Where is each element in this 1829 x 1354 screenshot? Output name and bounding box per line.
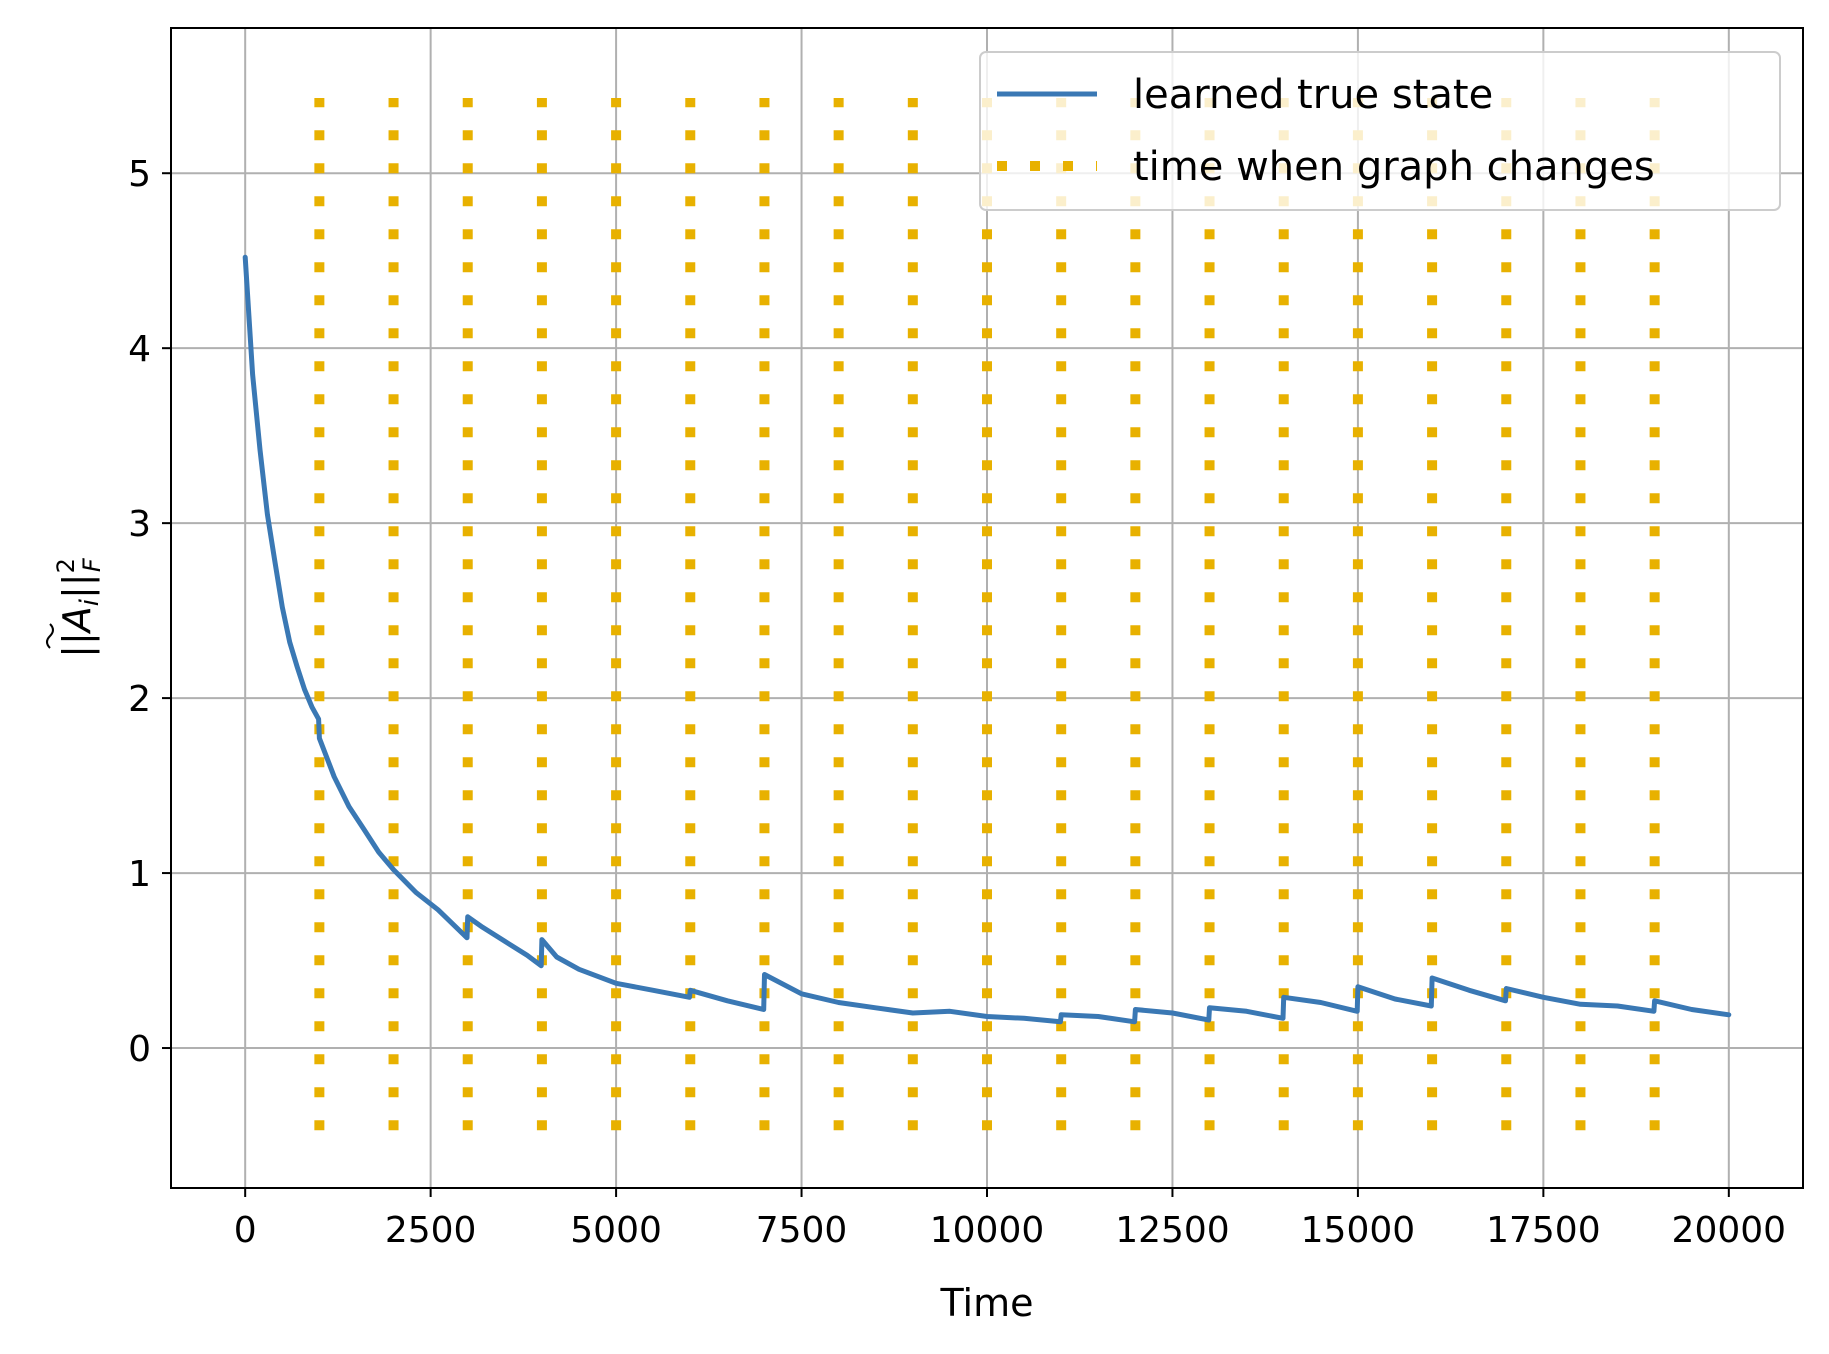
x-tick-label: 15000 — [1301, 1210, 1416, 1251]
x-axis-label: Time — [940, 1281, 1034, 1325]
legend-label-learned: learned true state — [1133, 72, 1493, 118]
graph-change-markers — [314, 97, 1660, 1131]
axis-labels: Time ||Ai||2F — [46, 557, 1034, 1325]
legend-box — [979, 51, 1781, 211]
legend: learned true state time when graph change… — [979, 51, 1781, 211]
x-tick-label: 17500 — [1486, 1210, 1601, 1251]
y-tick-label: 1 — [128, 854, 151, 895]
x-tick-label: 10000 — [930, 1210, 1045, 1251]
axis-ticks: 0 2500 5000 7500 10000 12500 15000 17500 20000 0 1… — [128, 154, 1786, 1251]
x-tick-label: 5000 — [570, 1210, 662, 1251]
grid — [171, 28, 1803, 1188]
y-tick-label: 2 — [128, 679, 151, 720]
y-tick-label: 5 — [128, 154, 151, 195]
x-tick-label: 20000 — [1672, 1210, 1787, 1251]
x-tick-label: 2500 — [385, 1210, 477, 1251]
y-axis-var: A — [55, 606, 99, 635]
y-tick-label: 3 — [128, 504, 151, 545]
legend-label-changes: time when graph changes — [1133, 144, 1655, 190]
y-axis-label: ||Ai||2F — [46, 557, 106, 658]
y-tick-label: 4 — [128, 329, 151, 370]
y-axis-label-text: ||Ai||2F — [52, 557, 106, 658]
y-tick-label: 0 — [128, 1029, 151, 1070]
tilde-mark — [46, 623, 54, 649]
x-tick-label: 12500 — [1115, 1210, 1230, 1251]
x-tick-label: 0 — [234, 1210, 257, 1251]
x-tick-label: 7500 — [756, 1210, 848, 1251]
series-layer — [242, 254, 1732, 1025]
learned-true-state-line — [242, 254, 1732, 1025]
